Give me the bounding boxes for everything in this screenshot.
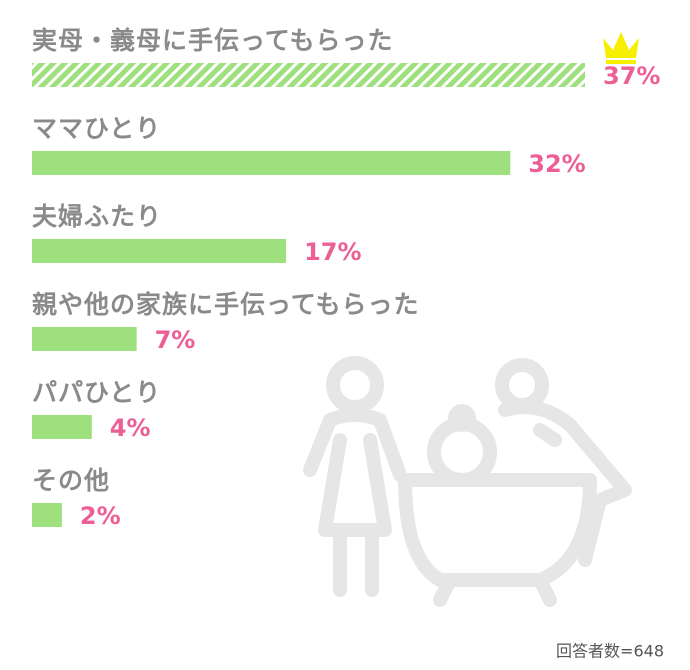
bar	[32, 63, 585, 87]
value-label: 4%	[110, 414, 151, 442]
illustration	[303, 356, 632, 607]
bar	[32, 503, 62, 527]
value-label: 2%	[80, 502, 121, 530]
bar	[32, 151, 511, 175]
bar	[32, 415, 92, 439]
value-label: 17%	[304, 238, 361, 266]
category-label: 夫婦ふたり	[32, 202, 162, 231]
value-label: 32%	[528, 150, 585, 178]
category-label: 実母・義母に手伝ってもらった	[32, 26, 394, 55]
category-label: その他	[32, 466, 110, 495]
value-label: 7%	[155, 326, 196, 354]
crown	[603, 32, 639, 64]
bar	[32, 239, 287, 263]
value-label: 37%	[603, 62, 660, 90]
category-label: ママひとり	[32, 114, 161, 143]
sample-size-note: 回答者数=648	[556, 642, 664, 661]
category-label: パパひとり	[32, 378, 161, 407]
category-label: 親や他の家族に手伝ってもらった	[32, 290, 420, 319]
bar	[32, 327, 137, 351]
